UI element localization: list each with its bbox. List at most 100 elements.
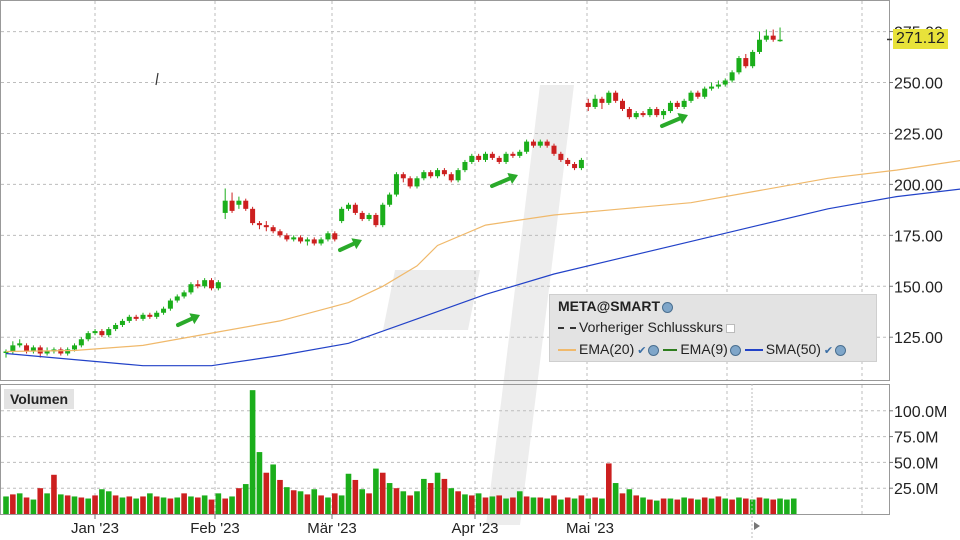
volume-bar (715, 496, 722, 514)
volume-bar (619, 493, 626, 514)
volume-bar (153, 496, 160, 514)
candle-body (140, 314, 146, 319)
candle-body (551, 145, 557, 154)
scroll-marker-icon[interactable] (754, 522, 760, 530)
vol-tick-label: 75.0M (894, 430, 938, 447)
volume-bar (667, 498, 674, 514)
legend-indicators[interactable]: EMA(20) ✔ EMA(9) SMA(50) ✔ (558, 341, 847, 357)
check-icon[interactable]: ✔ (637, 345, 647, 357)
candle-body (654, 108, 660, 116)
volume-bar (256, 452, 263, 514)
candle-body (17, 343, 23, 346)
candle-body (489, 153, 495, 158)
volume-bar (612, 483, 619, 514)
candle-body (181, 292, 187, 297)
volume-bar (510, 497, 516, 514)
volume-bar (633, 495, 639, 514)
candle-body (387, 194, 393, 205)
candle-body (325, 233, 331, 240)
candle-body (154, 312, 160, 317)
volume-bar (277, 479, 283, 514)
legend[interactable]: META@SMART Vorheriger Schlusskurs EMA(20… (549, 294, 877, 362)
candle-body (85, 333, 91, 340)
volume-bar (558, 499, 564, 514)
volume-bar (85, 498, 91, 514)
candle-body (510, 153, 516, 156)
price-panel (0, 0, 890, 381)
volume-bar (482, 497, 489, 514)
trend-arrow-shaft (176, 316, 194, 327)
volume-bar (763, 498, 770, 514)
candle-body (202, 280, 208, 287)
volume-bar (770, 499, 776, 514)
volume-bar (3, 496, 9, 514)
volume-bar (427, 483, 434, 514)
volume-bar (105, 491, 112, 514)
volume-bar (578, 495, 585, 514)
candle-body (592, 98, 598, 107)
candle-body (421, 172, 427, 179)
candle-body (729, 72, 735, 81)
y-tick-label: 225.00 (894, 126, 943, 143)
candle-body (92, 331, 98, 334)
settings-icon[interactable] (648, 344, 660, 356)
candle-body (373, 214, 379, 226)
candle-body (229, 200, 235, 211)
volume-bar (30, 499, 37, 514)
check-icon[interactable]: ✔ (823, 345, 834, 357)
candle-body (496, 157, 502, 162)
volume-bar (284, 487, 290, 514)
candle-body (161, 308, 167, 313)
settings-icon[interactable] (662, 301, 674, 313)
volume-bar (58, 494, 64, 514)
vol-tick-label: 25.0M (894, 481, 938, 498)
volume-bar (640, 497, 646, 514)
settings-icon[interactable] (729, 344, 741, 356)
candle-body (469, 155, 475, 162)
y-tick-label: 175.00 (894, 228, 943, 245)
settings-icon[interactable] (835, 344, 847, 356)
volume-bar (386, 483, 393, 514)
volume-bar (379, 472, 386, 514)
volume-bar (147, 493, 153, 514)
x-tick-label: Mär '23 (307, 520, 357, 537)
volume-bar (297, 491, 304, 514)
visibility-checkbox[interactable] (725, 323, 735, 333)
candle-body (722, 80, 728, 85)
trend-arrow-head (507, 172, 518, 185)
volume-bar (400, 491, 407, 514)
volume-bar (359, 489, 365, 514)
volume-bar (236, 488, 242, 514)
candle-body (462, 161, 468, 171)
candle-body (352, 204, 358, 213)
price-axis: 125.00150.00175.00200.00225.00250.00275.… (887, 25, 943, 347)
volume-label: Volumen (4, 389, 75, 409)
volume-bar (756, 497, 763, 514)
x-tick-label: Apr '23 (451, 520, 498, 537)
volume-bar (414, 491, 420, 514)
volume-bar (229, 496, 235, 514)
volume-bar (749, 499, 756, 514)
volume-bar (188, 496, 194, 514)
cursor-mark (155, 72, 159, 86)
candle-body (448, 174, 454, 181)
trend-arrow-head (677, 112, 688, 125)
volume-bar (736, 497, 742, 514)
candle-body (195, 284, 201, 287)
volume-bar (222, 498, 228, 514)
candle-body (578, 159, 584, 169)
volume-bar (674, 499, 681, 514)
candle-body (58, 349, 64, 354)
candle-body (78, 339, 84, 346)
candle-body (113, 324, 119, 330)
vol-tick-label: 100.0M (894, 404, 947, 421)
candle-body (770, 35, 776, 40)
candle-body (72, 345, 77, 350)
candle-body (702, 88, 708, 97)
volume-bar (366, 493, 372, 514)
candle-body (106, 329, 112, 336)
candle-body (613, 92, 619, 101)
volume-bar (708, 498, 715, 514)
legend-prev-close[interactable]: Vorheriger Schlusskurs (558, 319, 735, 335)
candle-body (400, 174, 406, 179)
